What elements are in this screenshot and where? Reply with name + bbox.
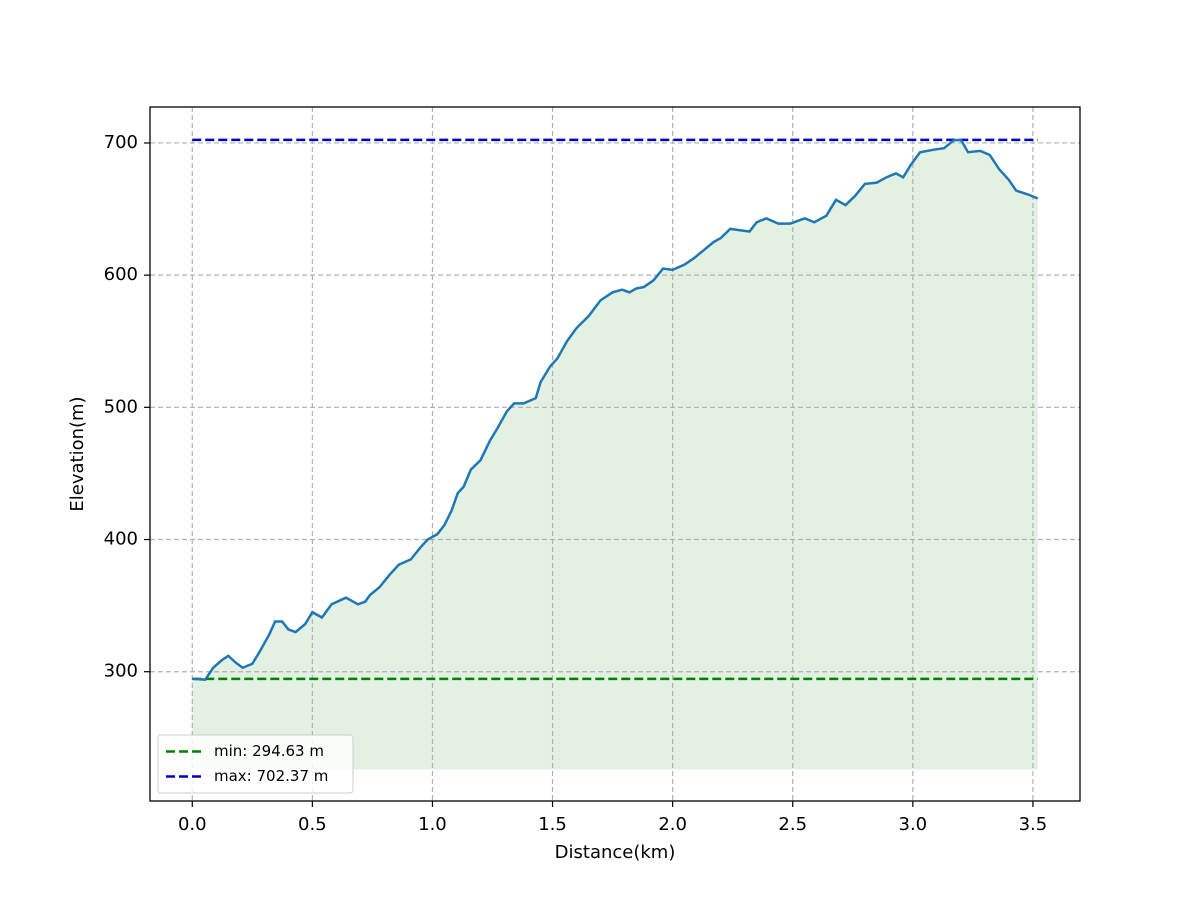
elevation-area: [192, 139, 1038, 770]
x-tick-label: 1.0: [418, 814, 447, 835]
elevation-line: [192, 138, 1039, 681]
x-tick-label: 0.0: [178, 814, 207, 835]
y-tick-label: 300: [104, 661, 138, 682]
legend-box: [157, 734, 354, 794]
legend: min: 294.63 m max: 702.37 m: [157, 734, 354, 794]
x-tick-label: 2.0: [658, 814, 687, 835]
x-tick-label: 0.5: [298, 814, 327, 835]
x-tick-label: 1.5: [538, 814, 567, 835]
y-tick-label: 600: [104, 264, 138, 285]
x-tick-label: 2.5: [778, 814, 807, 835]
y-axis-label: Elevation(m): [67, 396, 88, 511]
x-axis-label: Distance(km): [555, 842, 676, 863]
x-tick-label: 3.0: [899, 814, 928, 835]
y-tick-label: 500: [104, 396, 138, 417]
y-tick-label: 400: [104, 529, 138, 550]
y-tick-label: 700: [104, 132, 138, 153]
legend-label: min: 294.63 m: [214, 742, 324, 760]
x-tick-label: 3.5: [1019, 814, 1048, 835]
plot-frame: [149, 106, 1081, 802]
legend-label: max: 702.37 m: [214, 767, 328, 785]
